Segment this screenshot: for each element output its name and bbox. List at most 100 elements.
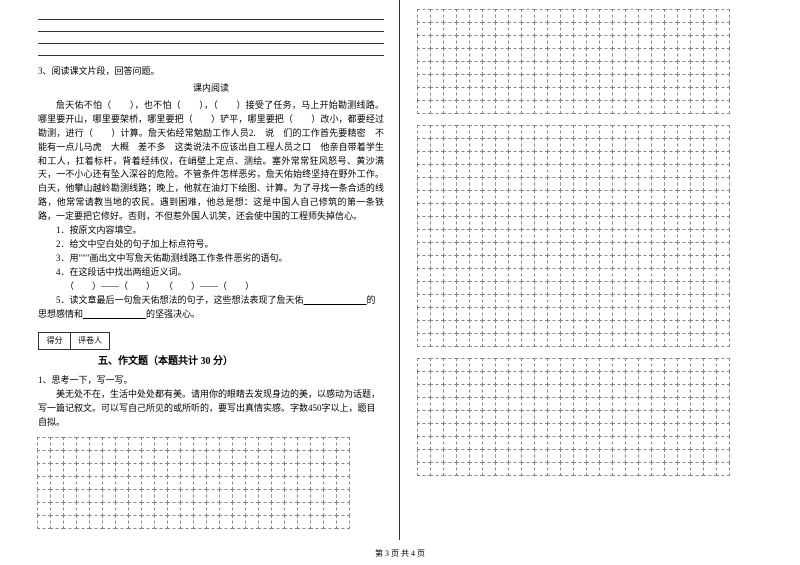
- grid-cell: [534, 384, 548, 398]
- grid-cell: [651, 87, 665, 101]
- grid-cell: [482, 87, 496, 101]
- grid-cell: [534, 333, 548, 347]
- grid-cell: [443, 74, 457, 88]
- grid-cell: [612, 320, 626, 334]
- grid-cell: [128, 489, 142, 503]
- grid-cell: [625, 203, 639, 217]
- grid-cell: [534, 358, 548, 372]
- grid-cell: [573, 423, 587, 437]
- grid-cell: [664, 203, 678, 217]
- grid-cell: [482, 307, 496, 321]
- grid-cell: [651, 294, 665, 308]
- grid-cell: [456, 125, 470, 139]
- grid-cell: [547, 281, 561, 295]
- grid-cell: [586, 462, 600, 476]
- grid-cell: [560, 61, 574, 75]
- grid-cell: [297, 437, 311, 451]
- grid-cell: [703, 87, 717, 101]
- grid-cell: [560, 436, 574, 450]
- grid-cell: [599, 294, 613, 308]
- grid-cell: [625, 320, 639, 334]
- grid-cell: [469, 333, 483, 347]
- grid-cell: [651, 449, 665, 463]
- grid-cell: [586, 151, 600, 165]
- grid-cell: [76, 437, 90, 451]
- grid-cell: [703, 151, 717, 165]
- grid-cell: [534, 281, 548, 295]
- grid-cell: [703, 242, 717, 256]
- grid-cell: [547, 87, 561, 101]
- grid-cell: [430, 410, 444, 424]
- grid-cell: [37, 463, 51, 477]
- grid-cell: [612, 9, 626, 23]
- grid-cell: [469, 22, 483, 36]
- grid-cell: [599, 125, 613, 139]
- grid-cell: [703, 294, 717, 308]
- grid-cell: [310, 515, 324, 529]
- grid-cell: [219, 450, 233, 464]
- grid-cell: [625, 449, 639, 463]
- grid-cell: [599, 371, 613, 385]
- grid-cell: [89, 515, 103, 529]
- grid-cell: [154, 437, 168, 451]
- grid-cell: [547, 229, 561, 243]
- grid-cell: [443, 35, 457, 49]
- grid-cell: [245, 437, 259, 451]
- grid-cell: [469, 190, 483, 204]
- grid-cell: [534, 423, 548, 437]
- grid-cell: [456, 307, 470, 321]
- grid-cell: [102, 502, 116, 516]
- grid-cell: [703, 320, 717, 334]
- grid-cell: [128, 437, 142, 451]
- grid-cell: [336, 502, 350, 516]
- blank-underline: [83, 309, 146, 319]
- grid-cell: [336, 450, 350, 464]
- grid-cell: [716, 22, 730, 36]
- grid-cell: [560, 164, 574, 178]
- grid-cell: [625, 151, 639, 165]
- right-column: [400, 0, 800, 540]
- grid-cell: [573, 35, 587, 49]
- grid-cell: [495, 190, 509, 204]
- grid-cell: [573, 177, 587, 191]
- grid-cell: [495, 462, 509, 476]
- grid-cell: [323, 502, 337, 516]
- grid-cell: [586, 371, 600, 385]
- grid-cell: [521, 410, 535, 424]
- grid-cell: [430, 22, 444, 36]
- grid-cell: [534, 100, 548, 114]
- grid-cell: [716, 371, 730, 385]
- grid-cell: [664, 177, 678, 191]
- grid-cell: [534, 203, 548, 217]
- grid-cell: [651, 436, 665, 450]
- grid-cell: [271, 463, 285, 477]
- grid-cell: [586, 138, 600, 152]
- grid-cell: [430, 320, 444, 334]
- grid-cell: [651, 333, 665, 347]
- grid-cell: [625, 35, 639, 49]
- grid-cell: [586, 61, 600, 75]
- grid-cell: [430, 371, 444, 385]
- grid-cell: [690, 164, 704, 178]
- grid-cell: [586, 48, 600, 62]
- grid-cell: [664, 242, 678, 256]
- grid-cell: [50, 463, 64, 477]
- grid-cell: [430, 449, 444, 463]
- grid-cell: [664, 436, 678, 450]
- grid-cell: [599, 358, 613, 372]
- grid-cell: [521, 164, 535, 178]
- grid-cell: [534, 87, 548, 101]
- grid-cell: [521, 462, 535, 476]
- grid-cell: [690, 410, 704, 424]
- grid-cell: [586, 9, 600, 23]
- grid-cell: [612, 294, 626, 308]
- grid-cell: [625, 384, 639, 398]
- blank-line: [38, 10, 384, 20]
- grid-cell: [625, 333, 639, 347]
- writing-grid-right-2: [418, 126, 768, 347]
- grid-cell: [716, 268, 730, 282]
- grid-cell: [141, 502, 155, 516]
- grid-cell: [219, 502, 233, 516]
- grid-cell: [612, 125, 626, 139]
- grid-cell: [430, 125, 444, 139]
